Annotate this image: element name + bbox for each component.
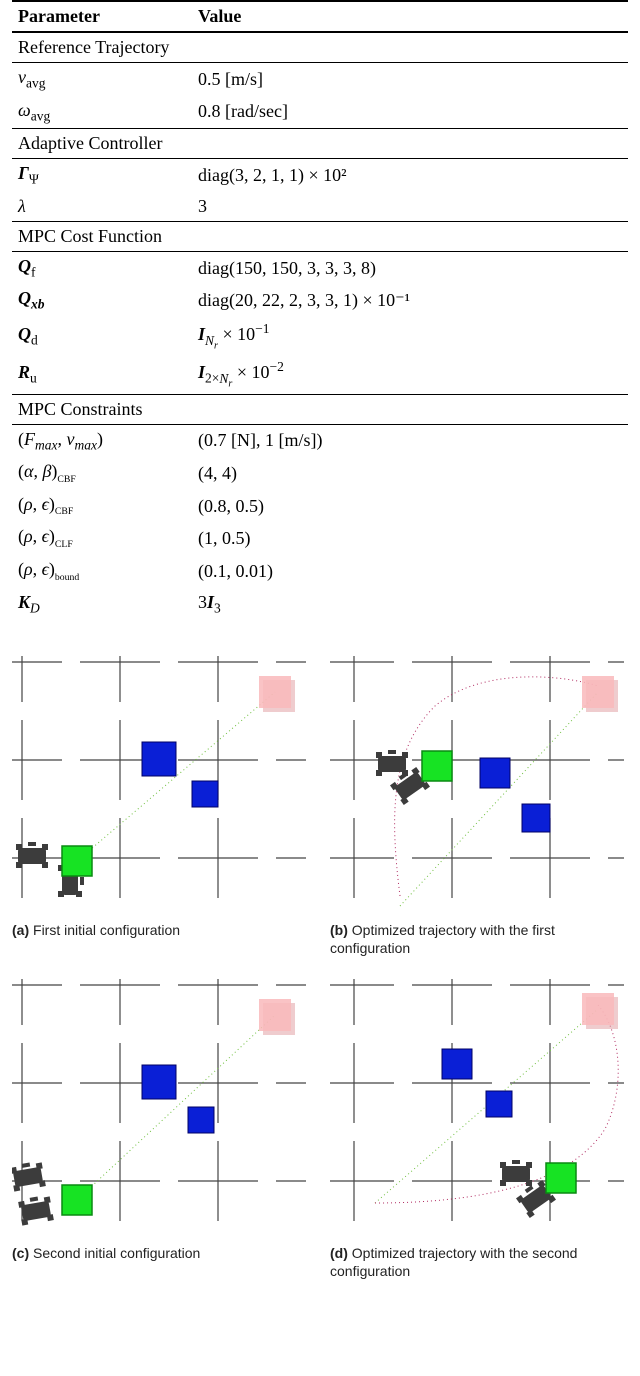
panel-caption: (b) Optimized trajectory with the first … (330, 922, 628, 957)
param-name: Qxb (12, 284, 192, 317)
param-name: (ρ, ϵ)CLF (12, 522, 192, 555)
section-heading: MPC Cost Function (12, 221, 628, 251)
panel-caption: (c) Second initial configuration (12, 1245, 310, 1263)
col-value: Value (192, 1, 628, 32)
figure-panel-a: (a) First initial configuration (12, 656, 310, 957)
param-name: vavg (12, 63, 192, 96)
param-name: ΓΨ (12, 159, 192, 192)
param-value: 3 (192, 192, 628, 222)
param-value: 0.8 [rad/sec] (192, 96, 628, 129)
param-name: (Fmax, vmax) (12, 424, 192, 457)
param-name: KD (12, 588, 192, 621)
param-value: (0.8, 0.5) (192, 490, 628, 523)
section-heading: Reference Trajectory (12, 32, 628, 63)
param-value: (4, 4) (192, 457, 628, 490)
param-name: λ (12, 192, 192, 222)
param-name: Qf (12, 251, 192, 284)
param-name: (ρ, ϵ)bound (12, 555, 192, 588)
param-name: Ru (12, 355, 192, 394)
col-parameter: Parameter (12, 1, 192, 32)
param-value: diag(20, 22, 2, 3, 3, 1) × 10⁻¹ (192, 284, 628, 317)
param-value: (0.1, 0.01) (192, 555, 628, 588)
figure-panel-c: (c) Second initial configuration (12, 979, 310, 1280)
panel-svg (12, 979, 306, 1239)
param-name: Qd (12, 317, 192, 355)
panel-svg (12, 656, 306, 916)
param-value: 0.5 [m/s] (192, 63, 628, 96)
figure-panel-b: (b) Optimized trajectory with the first … (330, 656, 628, 957)
section-heading: MPC Constraints (12, 394, 628, 424)
param-name: (ρ, ϵ)CBF (12, 490, 192, 523)
param-value: INr × 10−1 (192, 317, 628, 355)
parameter-table: Parameter Value Reference Trajectoryvavg… (12, 0, 628, 620)
param-value: diag(3, 2, 1, 1) × 10² (192, 159, 628, 192)
param-value: (0.7 [N], 1 [m/s]) (192, 424, 628, 457)
param-value: diag(150, 150, 3, 3, 3, 8) (192, 251, 628, 284)
param-value: (1, 0.5) (192, 522, 628, 555)
param-name: (α, β)CBF (12, 457, 192, 490)
panel-svg (330, 979, 624, 1239)
figure-grid: (a) First initial configuration (b) Opti… (12, 656, 628, 1280)
param-name: ωavg (12, 96, 192, 129)
param-value: I2×Nr × 10−2 (192, 355, 628, 394)
param-value: 3I3 (192, 588, 628, 621)
panel-caption: (a) First initial configuration (12, 922, 310, 940)
panel-caption: (d) Optimized trajectory with the second… (330, 1245, 628, 1280)
section-heading: Adaptive Controller (12, 129, 628, 159)
figure-panel-d: (d) Optimized trajectory with the second… (330, 979, 628, 1280)
panel-svg (330, 656, 624, 916)
